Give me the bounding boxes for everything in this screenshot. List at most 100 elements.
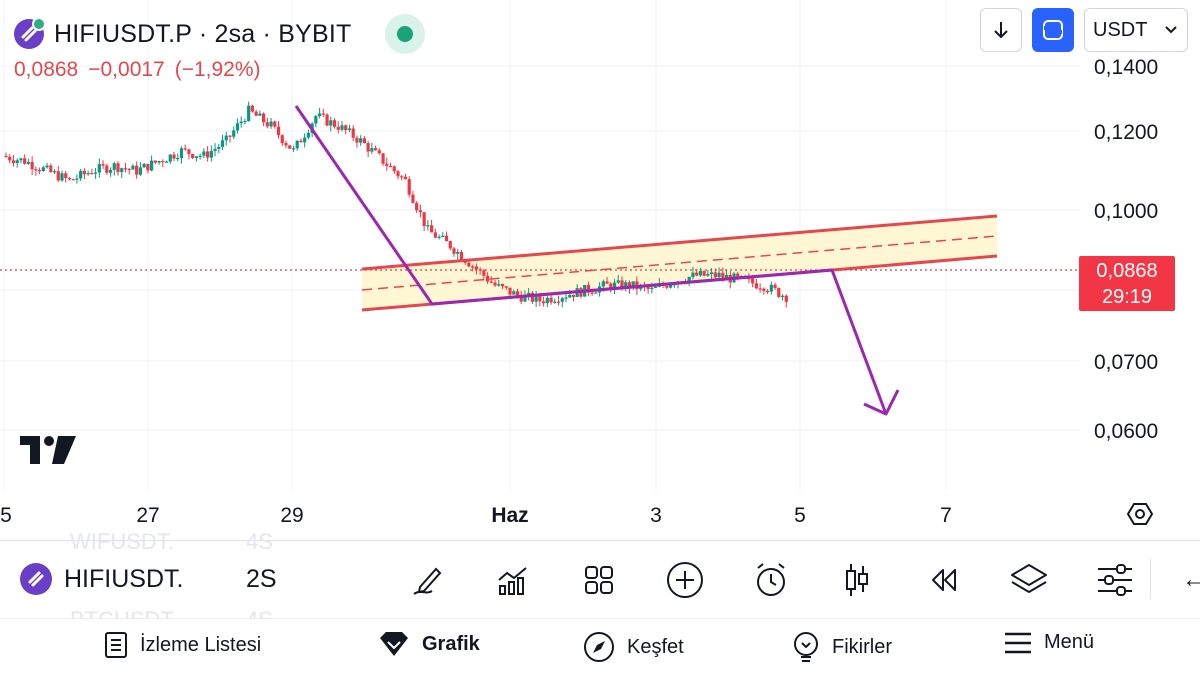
- ghost-symbol-top: WIFUSDT.: [70, 529, 174, 554]
- candle-body: [478, 269, 482, 271]
- nav-watchlist[interactable]: İzleme Listesi: [104, 631, 261, 659]
- downtrend-drawing[interactable]: [294, 105, 888, 415]
- candle-body: [385, 163, 389, 166]
- scroll-left-icon[interactable]: ←: [1182, 566, 1200, 593]
- candle-body: [8, 156, 12, 161]
- candle-body: [698, 271, 702, 276]
- bar-countdown: 29:19: [1101, 286, 1153, 308]
- candle-body: [247, 105, 251, 121]
- nav-watchlist-label: İzleme Listesi: [140, 633, 262, 656]
- candle-body: [265, 122, 269, 127]
- price-change: −0,0017: [88, 58, 165, 81]
- candle-body: [594, 292, 598, 294]
- candle-body: [26, 161, 30, 164]
- candle-body: [351, 128, 355, 138]
- candle-body: [497, 284, 501, 286]
- candle-body: [217, 146, 221, 149]
- candle-body: [549, 297, 553, 303]
- candle-body: [512, 291, 516, 295]
- chart-legend[interactable]: HIFIUSDT.P · 2sa · BYBIT: [14, 14, 426, 54]
- candle-body: [79, 170, 83, 179]
- candle-body: [433, 232, 437, 238]
- price-label: 0,1000: [1094, 200, 1158, 223]
- time-axis[interactable]: 5 27 29 Haz 3 5 7: [0, 504, 952, 527]
- symbol-selector[interactable]: HIFIUSDT.: [20, 563, 183, 595]
- candle-body: [403, 176, 408, 180]
- arrow-down-icon[interactable]: [980, 8, 1022, 52]
- candle-body: [4, 155, 8, 158]
- replay-icon[interactable]: [900, 556, 986, 604]
- indicators-icon[interactable]: [470, 556, 556, 604]
- tool-icons: [384, 556, 1158, 604]
- layers-icon[interactable]: [986, 556, 1072, 604]
- draw-icon[interactable]: [384, 556, 470, 604]
- symbol-title[interactable]: HIFIUSDT.P · 2sa · BYBIT: [54, 19, 352, 48]
- chevron-down-icon: [1165, 26, 1177, 34]
- candle-body: [157, 161, 161, 163]
- candle-body: [108, 169, 113, 173]
- nav-menu[interactable]: Menü: [1004, 631, 1094, 654]
- candle-body: [306, 132, 310, 138]
- candle-body: [515, 291, 520, 296]
- axis-settings-icon[interactable]: [1126, 503, 1154, 525]
- candle-body: [64, 173, 68, 179]
- candle-body: [131, 165, 135, 170]
- candle-body: [702, 271, 706, 276]
- tradingview-logo[interactable]: [20, 436, 76, 469]
- candle-body: [325, 114, 329, 126]
- currency-select[interactable]: USDT: [1084, 8, 1188, 52]
- candle-body: [530, 292, 534, 302]
- candle-body: [228, 135, 232, 137]
- alert-icon[interactable]: [728, 556, 814, 604]
- candle-body: [374, 148, 378, 151]
- channel-upper-line[interactable]: [361, 214, 998, 271]
- candle-body: [258, 113, 262, 116]
- chart-area[interactable]: 0,1400 0,1200 0,1000 0,0700 0,0600 5 27 …: [0, 0, 1200, 540]
- candle-body: [34, 169, 38, 171]
- chart-toolbar: WIFUSDT. 4S BTCUSDT. 4S HIFIUSDT. 2S: [0, 529, 1200, 632]
- candle-body: [482, 270, 486, 276]
- candle-body: [135, 165, 139, 175]
- candle-body: [452, 248, 456, 254]
- candle-body: [347, 128, 352, 131]
- candle-body: [504, 286, 508, 288]
- channel-mid-line[interactable]: [361, 235, 998, 291]
- time-label: 29: [280, 504, 303, 527]
- price-axis[interactable]: 0,1400 0,1200 0,1000 0,0700 0,0600: [1094, 56, 1158, 443]
- candle-body: [754, 283, 758, 289]
- add-icon[interactable]: [642, 556, 728, 604]
- interval-selector[interactable]: 2S: [246, 565, 277, 593]
- fullscreen-icon[interactable]: [1032, 8, 1074, 52]
- candle-body: [777, 288, 781, 297]
- candle-body: [396, 171, 400, 177]
- compass-icon: [584, 632, 614, 662]
- currency-value: USDT: [1093, 18, 1148, 41]
- candle-body: [153, 160, 157, 163]
- candle-body: [71, 179, 75, 181]
- candle-body: [250, 105, 254, 112]
- nav-explore[interactable]: Keşfet: [583, 631, 684, 663]
- candle-body: [150, 160, 154, 171]
- candle-body: [97, 164, 101, 173]
- market-status-icon[interactable]: [385, 14, 426, 54]
- nav-chart[interactable]: Grafik: [378, 631, 480, 657]
- candle-body: [168, 154, 172, 162]
- candle-body: [49, 165, 53, 173]
- chart-type-icon[interactable]: [814, 556, 900, 604]
- time-label: 5: [794, 504, 806, 527]
- layouts-icon[interactable]: [556, 556, 642, 604]
- candle-body: [571, 294, 576, 297]
- lightbulb-icon: [794, 632, 818, 662]
- nav-ideas[interactable]: Fikirler: [792, 631, 892, 663]
- candle-body: [220, 140, 225, 147]
- candle-body: [355, 137, 359, 143]
- settings-icon[interactable]: [1072, 556, 1158, 604]
- candle-body: [332, 120, 337, 127]
- candle-body: [269, 121, 273, 127]
- candle-body: [407, 179, 411, 195]
- candle-body: [605, 281, 609, 284]
- price-chart[interactable]: 0,1400 0,1200 0,1000 0,0700 0,0600 5 27 …: [0, 0, 1200, 540]
- candle-body: [724, 274, 729, 278]
- candle-body: [388, 165, 393, 168]
- candle-body: [568, 294, 572, 298]
